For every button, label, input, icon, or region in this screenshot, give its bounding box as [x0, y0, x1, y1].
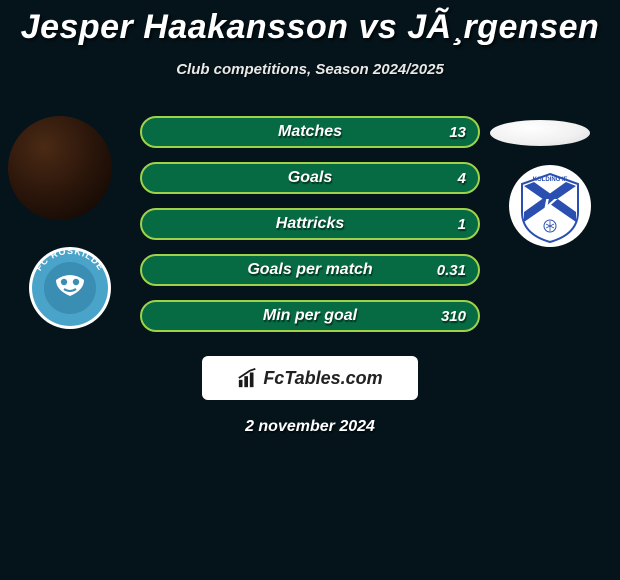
player-left-avatar — [8, 116, 112, 220]
stat-bar: Goals per match 0.31 — [140, 254, 480, 286]
player-right-avatar — [490, 120, 590, 146]
page-subtitle: Club competitions, Season 2024/2025 — [0, 61, 620, 78]
stat-bar-value: 13 — [449, 124, 466, 141]
stat-bar-label: Matches — [278, 123, 342, 141]
comparison-area: FC ROSKILDE KOLDING IF K Matches 13 Goals 4… — [0, 116, 620, 332]
stat-bar: Goals 4 — [140, 162, 480, 194]
stat-bar: Hattricks 1 — [140, 208, 480, 240]
stat-bar-label: Hattricks — [276, 215, 344, 233]
stat-bar-label: Min per goal — [263, 307, 357, 325]
stat-bar-value: 1 — [458, 216, 466, 233]
fctables-chart-icon — [237, 367, 259, 389]
club-crest-right: KOLDING IF K — [500, 164, 600, 248]
svg-text:KOLDING IF: KOLDING IF — [533, 177, 568, 183]
footer-date: 2 november 2024 — [0, 418, 620, 436]
stat-bar-label: Goals — [288, 169, 332, 187]
stat-bars: Matches 13 Goals 4 Hattricks 1 Goals per match… — [140, 116, 480, 332]
branding-box: FcTables.com — [202, 356, 418, 400]
stat-bar: Min per goal 310 — [140, 300, 480, 332]
club-crest-left: FC ROSKILDE — [20, 246, 120, 330]
svg-text:K: K — [544, 196, 559, 216]
branding-text: FcTables.com — [263, 368, 382, 389]
page-title: Jesper Haakansson vs JÃ¸rgensen — [0, 0, 620, 47]
stat-bar-value: 4 — [458, 170, 466, 187]
stat-bar-value: 0.31 — [437, 262, 466, 279]
stat-bar-value: 310 — [441, 308, 466, 325]
stat-bar-label: Goals per match — [247, 261, 372, 279]
stat-bar: Matches 13 — [140, 116, 480, 148]
